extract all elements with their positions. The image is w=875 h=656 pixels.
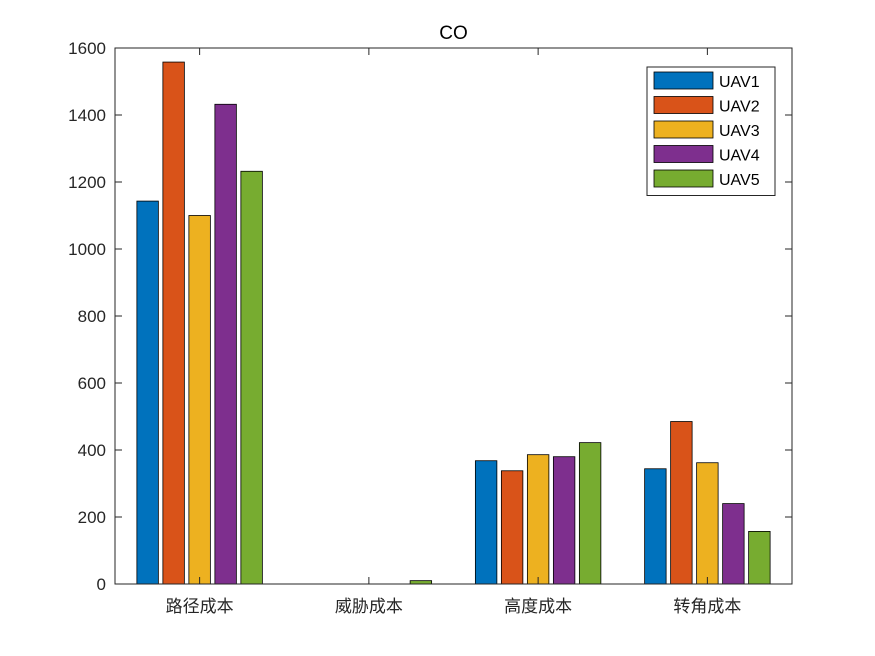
legend-swatch-uav1 [653,71,714,90]
legend-label-uav4: UAV4 [719,148,760,165]
y-tick-label: 1200 [68,173,106,192]
bar-uav2-3 [500,470,524,585]
bar-uav2-1 [162,61,185,585]
bar-uav3-1 [188,215,211,585]
y-tick-label: 1000 [68,240,106,259]
bars-layer [136,61,771,585]
bar-uav3-3 [526,454,550,585]
legend: UAV1 UAV2 UAV3 UAV4 UAV5 [646,66,776,196]
x-category-label: 威胁成本 [335,597,403,617]
y-tick-label: 400 [78,441,106,460]
bar-uav4-1 [214,103,237,585]
bar-uav4-4 [722,503,745,585]
y-tick-label: 0 [97,575,106,594]
x-category-label: 高度成本 [504,597,572,617]
bar-uav1-1 [136,200,159,585]
legend-swatch-uav4 [653,145,714,163]
bar-uav5-4 [748,531,771,585]
legend-label-uav5: UAV5 [719,172,760,189]
x-category-label: 转角成本 [673,597,741,617]
chart-title: CO [439,23,468,44]
bar-uav1-3 [474,460,498,585]
legend-swatch-uav5 [653,169,714,188]
legend-label-uav1: UAV1 [719,74,760,91]
x-category-label: 路径成本 [166,597,234,617]
bar-uav2-4 [670,421,693,585]
legend-swatch-uav2 [653,96,714,114]
bar-uav1-4 [644,468,667,585]
axes-layer: 0 200 400 600 800 1000 1200 1400 1600 路径成本 威胁成本 高度成… [68,39,793,617]
bar-uav4-3 [552,456,576,585]
y-tick-label: 800 [78,307,106,326]
y-tick-label: 600 [78,374,106,393]
bar-uav5-2 [409,580,433,585]
bar-uav5-3 [578,442,602,585]
legend-swatch-uav3 [653,120,714,139]
bar-uav3-4 [696,462,719,585]
legend-label-uav2: UAV2 [719,99,760,116]
y-tick-label: 200 [78,508,106,527]
legend-label-uav3: UAV3 [719,123,760,140]
y-tick-label: 1600 [68,39,106,58]
y-tick-label: 1400 [68,106,106,125]
bar-uav5-1 [240,170,263,585]
